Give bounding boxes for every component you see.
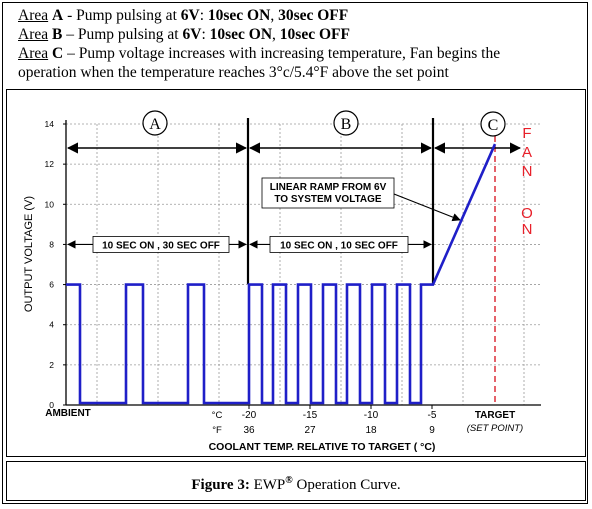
region-markers: A B C 10 SEC ON , 30 SEC OFF 10 SEC ON , 10 … bbox=[66, 110, 522, 405]
figure-caption: Figure 3: EWP® Operation Curve. bbox=[6, 461, 586, 501]
caption-suffix: Operation Curve. bbox=[292, 477, 401, 493]
voltage-text: 6V bbox=[180, 7, 200, 24]
region-circle bbox=[333, 110, 359, 136]
ramp-annotation-line-1: LINEAR RAMP FROM 6V bbox=[270, 182, 387, 193]
ramp-annotation-arrow bbox=[393, 193, 461, 222]
target-sub-label: (SET POINT) bbox=[467, 423, 523, 434]
area-letter: C bbox=[52, 45, 64, 62]
chart-box bbox=[6, 89, 586, 457]
area-letter: A bbox=[52, 7, 64, 24]
x-tick-label-fahrenheit: 18 bbox=[365, 425, 377, 436]
y-tick-label: 8 bbox=[49, 239, 54, 249]
y-tick-label: 4 bbox=[49, 320, 54, 330]
registered-mark: ® bbox=[285, 475, 293, 486]
duty-label-b: 10 SEC ON , 10 SEC OFF bbox=[280, 240, 398, 251]
area-word: Area bbox=[18, 26, 49, 43]
description-text: , bbox=[272, 26, 280, 43]
description-line-c-continued: operation when the temperature reaches 3… bbox=[18, 63, 584, 82]
x-tick-label-celsius: -10 bbox=[364, 410, 379, 421]
region-circle bbox=[480, 111, 506, 137]
voltage-text: 6V bbox=[182, 26, 202, 43]
description-text: : bbox=[201, 26, 210, 43]
ramp-annotation-box bbox=[261, 177, 395, 209]
ramp-annotation-line-2: TO SYSTEM VOLTAGE bbox=[274, 194, 382, 205]
y-tick-label: 12 bbox=[45, 159, 55, 169]
off-time-text: 30sec OFF bbox=[278, 7, 349, 24]
caption-prefix: Figure 3: bbox=[191, 477, 250, 493]
description-line-c: Area C – Pump voltage increases with inc… bbox=[18, 44, 584, 63]
description-text: operation when the temperature reaches 3… bbox=[18, 64, 449, 81]
description-text: – Pump pulsing at bbox=[62, 26, 183, 43]
y-axis-title: OUTPUT VOLTAGE (V) bbox=[23, 196, 35, 312]
x-tick-label-fahrenheit: 36 bbox=[243, 425, 255, 436]
axes bbox=[63, 120, 541, 409]
x-tick-label-celsius: -15 bbox=[303, 410, 318, 421]
off-time-text: 10sec OFF bbox=[279, 26, 350, 43]
description-text: - Pump pulsing at bbox=[63, 7, 181, 24]
region-letter: C bbox=[488, 117, 499, 134]
description-line-b: Area B – Pump pulsing at 6V: 10sec ON, 1… bbox=[18, 25, 584, 44]
x-start-label: AMBIENT bbox=[45, 408, 91, 419]
duty-box-a bbox=[92, 236, 230, 253]
y-tick-label: 6 bbox=[49, 280, 54, 290]
description-text: : bbox=[199, 7, 208, 24]
y-tick-label: 14 bbox=[45, 119, 55, 129]
x-tick-label-celsius: -5 bbox=[428, 410, 437, 421]
duty-box-b bbox=[269, 236, 409, 253]
fan-on-letter: F bbox=[522, 125, 531, 142]
y-tick-label: 0 bbox=[49, 400, 54, 410]
area-letter: B bbox=[52, 26, 63, 43]
x-tick-label-fahrenheit: 27 bbox=[304, 425, 316, 436]
grid-lines bbox=[66, 123, 541, 405]
on-time-text: 10sec ON bbox=[207, 7, 271, 24]
x-unit-celsius: °C bbox=[212, 410, 223, 421]
duty-label-a: 10 SEC ON , 30 SEC OFF bbox=[102, 240, 220, 251]
region-letter: B bbox=[341, 116, 352, 133]
area-word: Area bbox=[18, 45, 49, 62]
x-unit-fahrenheit: °F bbox=[212, 425, 222, 436]
voltage-signal bbox=[66, 143, 497, 405]
y-tick-label: 10 bbox=[45, 199, 55, 209]
region-letter: A bbox=[149, 116, 161, 133]
x-tick-label-celsius: -20 bbox=[242, 410, 257, 421]
area-word: Area bbox=[18, 7, 49, 24]
target-label: TARGET bbox=[475, 410, 515, 421]
fan-on-letter: O bbox=[521, 205, 533, 222]
description-text: , bbox=[270, 7, 279, 24]
figure-frame bbox=[2, 2, 588, 504]
on-time-text: 10sec ON bbox=[209, 26, 273, 43]
region-circle bbox=[142, 110, 168, 136]
x-axis-title: COOLANT TEMP. RELATIVE TO TARGET ( °C) bbox=[209, 441, 436, 453]
area-descriptions: Area A - Pump pulsing at 6V: 10sec ON, 3… bbox=[18, 6, 584, 82]
x-tick-label-fahrenheit: 9 bbox=[429, 425, 435, 436]
description-text: – Pump voltage increases with increasing… bbox=[63, 45, 501, 62]
description-line-a: Area A - Pump pulsing at 6V: 10sec ON, 3… bbox=[18, 6, 584, 25]
pulse-signal-line bbox=[66, 143, 497, 405]
fan-on-letter: A bbox=[522, 144, 532, 161]
caption-name: EWP bbox=[249, 477, 286, 493]
fan-on-letter: N bbox=[522, 163, 533, 180]
fan-on-letter: N bbox=[522, 221, 533, 238]
y-tick-label: 2 bbox=[49, 360, 54, 370]
